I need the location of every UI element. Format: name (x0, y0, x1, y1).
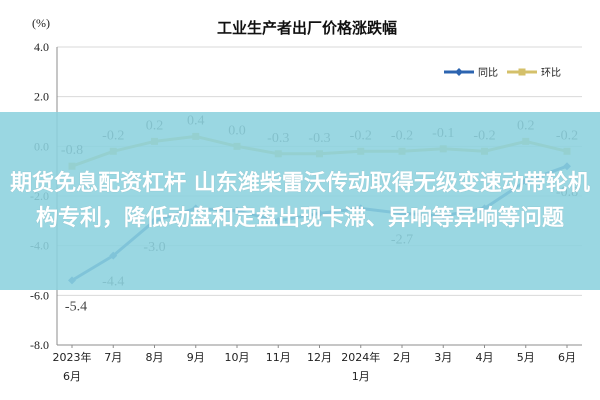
x-tick-label: 4月 (476, 351, 494, 364)
y-tick-label: 4.0 (34, 40, 49, 54)
x-tick-label: 3月 (434, 351, 452, 364)
x-tick-label: 2024年 (341, 350, 380, 364)
x-tick-label: 2023年 (53, 350, 92, 364)
chart-title: 工业生产者出厂价格涨跌幅 (217, 19, 397, 37)
x-tick-label: 5月 (517, 351, 535, 364)
legend-mom-marker (518, 68, 526, 76)
y-tick-label: 2.0 (34, 90, 49, 104)
y-tick-label: -6.0 (30, 288, 49, 302)
legend-mom-label: 环比 (541, 67, 561, 79)
y-tick-label: -8.0 (30, 338, 49, 352)
x-tick-label: 9月 (187, 351, 205, 364)
x-tick-label: 6月 (558, 351, 576, 364)
legend: 同比 环比 (444, 67, 561, 79)
x-tick-label: 1月 (352, 370, 370, 383)
x-tick-label: 10月 (225, 351, 250, 364)
x-tick-label: 7月 (104, 351, 122, 364)
x-tick-label: 11月 (266, 351, 291, 364)
legend-yoy-marker (455, 68, 463, 76)
x-tick-label: 2月 (393, 351, 411, 364)
legend-yoy-label: 同比 (478, 67, 498, 79)
headline-text: 期货免息配资杠杆 山东潍柴雷沃传动取得无级变速动带轮机构专利，降低动盘和定盘出现… (10, 171, 590, 231)
y-axis-unit: (%) (32, 16, 50, 30)
yoy-data-label: -5.4 (65, 299, 87, 314)
x-tick-label: 8月 (146, 351, 164, 364)
headline-banner[interactable]: 期货免息配资杠杆 山东潍柴雷沃传动取得无级变速动带轮机构专利，降低动盘和定盘出现… (0, 112, 600, 290)
x-tick-label: 6月 (63, 370, 81, 383)
x-tick-label: 12月 (307, 351, 332, 364)
